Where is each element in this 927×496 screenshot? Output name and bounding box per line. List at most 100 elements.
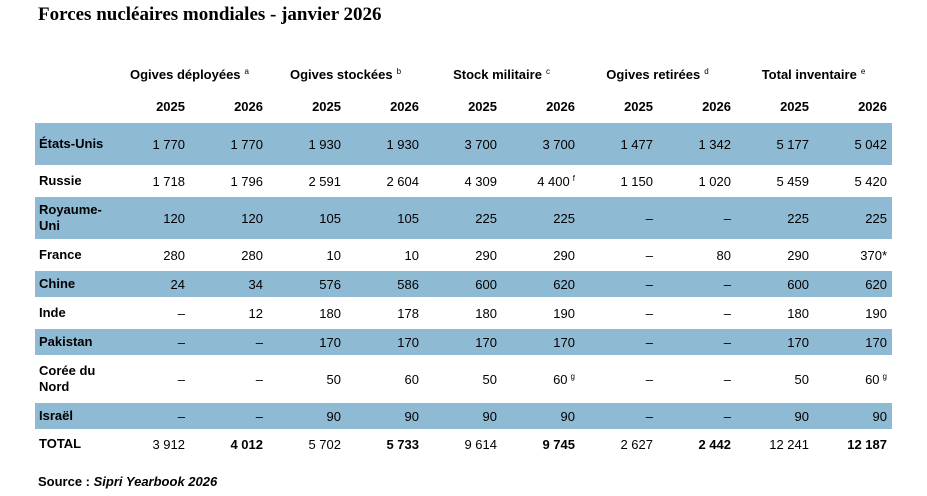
group-label: Ogives déployées [129,66,241,82]
cell: 170 [424,329,502,355]
cell: 1 930 [346,123,424,165]
cell: 370* [860,247,887,263]
cell: – [580,403,658,429]
cell: 5 733 [386,436,419,452]
group-label: Ogives retirées [606,66,701,82]
cell: – [112,403,190,429]
cell: 5 420 [854,173,887,189]
table: Ogives déployées a Ogives stockées b Stock m… [35,56,892,459]
group-header: Ogives retirées d [580,59,736,89]
cell: 60 g [502,358,580,400]
cell: – [112,329,190,355]
cell: 280 [241,247,263,263]
cell: 12 241 [769,436,809,452]
source: Source : Sipri Yearbook 2026 [38,474,217,489]
year-header: 2025 [468,98,497,114]
cell: 24 [112,271,190,297]
cell: 180 [475,305,497,321]
country: États-Unis [35,123,112,165]
cell: 170 [502,329,580,355]
row: Royaume-Uni 120 120 105 105 225 225– –225 225 [35,197,892,239]
cell: 3 700 [502,123,580,165]
row: Pakistan – –170 170 170 170– –170 170 [35,329,892,355]
cell: 225 [736,197,814,239]
cell: 290 [553,247,575,263]
group-row: Ogives déployées a Ogives stockées b Stock m… [35,59,892,89]
cell: 178 [397,305,419,321]
cell: 9 745 [542,436,575,452]
cell: – [580,271,658,297]
country: Russie [39,173,82,188]
cell: – [645,305,653,321]
cell: 105 [268,197,346,239]
year-header: 2025 [156,98,185,114]
cell: 60 g [814,358,892,400]
row: États-Unis 1 770 1 770 1 930 1 930 3 700 3 700… [35,123,892,165]
cell-value: 60 [553,371,568,387]
cell: 2 604 [386,173,419,189]
group-header: Stock militaire c [424,59,580,89]
row: Chine 24 34 576 586 600 620– –600 620 [35,271,892,297]
cell: 120 [112,197,190,239]
cell: 190 [865,305,887,321]
cell: 1 342 [658,123,736,165]
year-header: 2026 [546,98,575,114]
cell: – [177,371,185,387]
cell: 225 [502,197,580,239]
total-label: TOTAL [39,436,82,451]
country: Pakistan [35,329,112,355]
total-row: TOTAL 3 912 4 012 5 702 5 733 9 614 9 745 2 627… [35,432,892,456]
cell: 1 718 [152,173,185,189]
year-header: 2026 [390,98,419,114]
group-note: a [244,66,249,76]
cell: 5 042 [814,123,892,165]
cell: 90 [346,403,424,429]
source-label: Source : [38,474,91,489]
country: Chine [35,271,112,297]
group-label: Ogives stockées [289,66,393,82]
cell: 180 [787,305,809,321]
country: Corée du Nord [39,363,96,394]
corner [35,59,112,89]
cell: 1 150 [620,173,653,189]
cell: 120 [190,197,268,239]
cell: 90 [424,403,502,429]
cell: 5 177 [736,123,814,165]
cell-note: g [882,371,887,381]
row: Russie 1 718 1 796 2 591 2 604 4 309 4 400 f 1 1… [35,168,892,194]
cell: – [723,305,731,321]
cell: 34 [190,271,268,297]
table-header: Ogives déployées a Ogives stockées b Stock m… [35,59,892,120]
cell: 2 591 [308,173,341,189]
cell: – [190,403,268,429]
table-body: États-Unis 1 770 1 770 1 930 1 930 3 700 3 700… [35,123,892,456]
cell: 50 [326,371,341,387]
country: Israël [35,403,112,429]
group-note: e [860,66,866,76]
group-note: c [545,66,550,76]
cell: 50 [482,371,497,387]
cell: 50 [794,371,809,387]
cell: 170 [346,329,424,355]
cell: 10 [326,247,341,263]
cell: 5 702 [308,436,341,452]
group-label: Total inventaire [761,66,857,82]
year-header: 2026 [702,98,731,114]
cell: 10 [404,247,419,263]
cell-value: 60 [865,371,880,387]
cell: 600 [736,271,814,297]
cell: 170 [268,329,346,355]
cell: – [723,371,731,387]
cell: – [645,371,653,387]
cell: 180 [319,305,341,321]
group-header: Ogives déployées a [112,59,268,89]
year-header: 2026 [858,98,887,114]
country: Inde [39,305,66,320]
cell: 290 [787,247,809,263]
cell: 90 [736,403,814,429]
group-header: Total inventaire e [736,59,892,89]
cell-note: g [570,371,575,381]
country: Royaume-Uni [35,197,112,239]
cell: 170 [814,329,892,355]
